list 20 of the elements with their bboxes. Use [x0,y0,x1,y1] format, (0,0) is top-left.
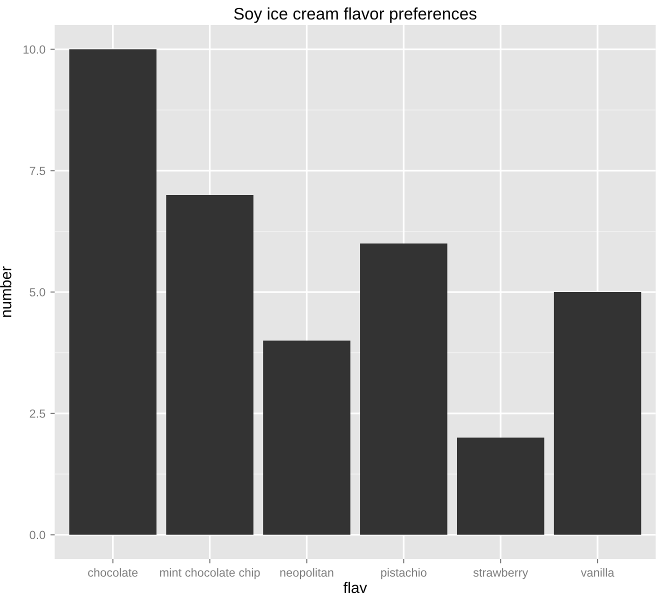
bar [554,292,642,535]
bar [456,438,544,535]
y-tick-label: 10.0 [24,45,46,54]
x-tick-label: neopolitan [280,568,334,580]
x-tick-label: strawberry [473,568,528,580]
x-tick-label: mint chocolate chip [160,568,260,580]
x-tick-label: chocolate [88,568,138,577]
y-tick-label: 7.5 [30,166,46,176]
chart-title: Soy ice cream flavor preferences [234,7,476,23]
bar [69,49,156,535]
x-axis-title: flav [344,582,368,594]
x-tick-label: pistachio [381,568,426,580]
bar [166,194,254,535]
y-tick-label: 0.0 [30,530,46,540]
x-tick-label: vanilla [580,568,614,577]
bar [263,340,350,535]
y-axis-title: number [0,266,12,317]
y-tick-label: 2.5 [30,409,46,418]
bar [360,243,448,535]
y-tick-label: 5.0 [30,288,46,296]
